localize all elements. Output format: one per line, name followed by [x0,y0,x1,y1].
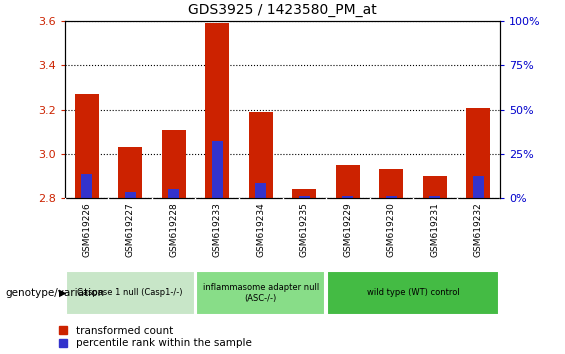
Text: Caspase 1 null (Casp1-/-): Caspase 1 null (Casp1-/-) [77,289,183,297]
Bar [473,176,484,198]
Text: GSM619229: GSM619229 [344,202,352,257]
Bar [168,189,179,198]
Text: GSM619230: GSM619230 [387,202,396,257]
Bar [118,147,142,198]
Text: GSM619232: GSM619232 [474,202,483,257]
Bar [205,23,229,198]
Bar [429,196,440,198]
Bar [81,174,92,198]
Bar [162,130,186,198]
Text: genotype/variation: genotype/variation [6,288,105,298]
FancyBboxPatch shape [66,271,194,315]
Bar [466,108,490,198]
Bar [423,176,447,198]
FancyBboxPatch shape [197,271,325,315]
Title: GDS3925 / 1423580_PM_at: GDS3925 / 1423580_PM_at [188,4,377,17]
Text: GSM619228: GSM619228 [170,202,178,257]
Text: GSM619227: GSM619227 [126,202,134,257]
Legend: transformed count, percentile rank within the sample: transformed count, percentile rank withi… [59,326,251,348]
Text: GSM619233: GSM619233 [213,202,221,257]
Text: GSM619226: GSM619226 [82,202,91,257]
Bar [379,170,403,198]
Bar [299,196,310,198]
Bar [336,165,360,198]
Bar [255,183,266,198]
Text: wild type (WT) control: wild type (WT) control [367,289,459,297]
Text: GSM619231: GSM619231 [431,202,439,257]
Bar [292,189,316,198]
Bar [249,112,273,198]
Bar [75,94,99,198]
Bar [125,192,136,198]
Text: ▶: ▶ [59,288,67,298]
FancyBboxPatch shape [327,271,499,315]
Bar [342,196,353,198]
Bar [386,196,397,198]
Text: GSM619234: GSM619234 [257,202,265,257]
Text: inflammasome adapter null
(ASC-/-): inflammasome adapter null (ASC-/-) [203,283,319,303]
Bar [212,141,223,198]
Text: GSM619235: GSM619235 [300,202,308,257]
